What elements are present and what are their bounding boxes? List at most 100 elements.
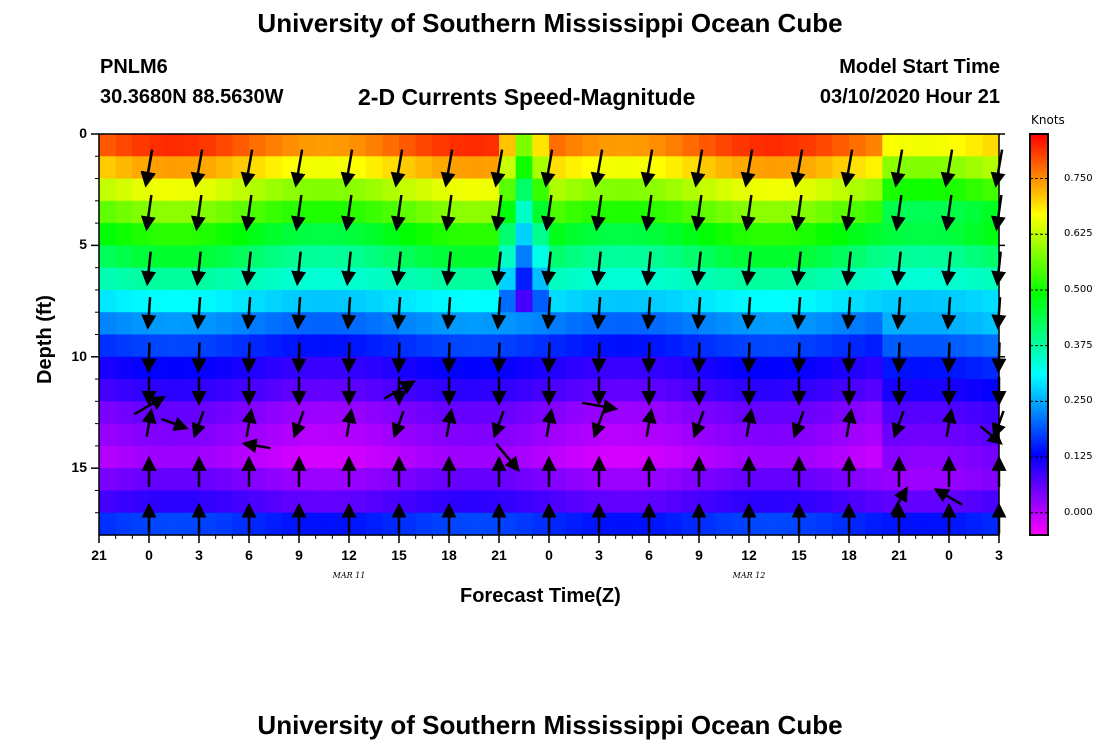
heatmap-cell bbox=[315, 178, 333, 202]
heatmap-cell bbox=[599, 512, 617, 536]
current-vector bbox=[841, 251, 857, 287]
heatmap-cell bbox=[699, 223, 717, 246]
heatmap-cell bbox=[432, 423, 450, 447]
heatmap-cell bbox=[699, 200, 717, 224]
heatmap-cell bbox=[315, 200, 333, 224]
current-vector bbox=[390, 194, 406, 232]
heatmap-cell bbox=[349, 267, 367, 291]
y-tick-label: 15 bbox=[71, 459, 87, 476]
heatmap-cell bbox=[799, 245, 817, 269]
heatmap-cell bbox=[632, 423, 650, 447]
heatmap-cell bbox=[265, 401, 283, 425]
heatmap-cell bbox=[215, 223, 233, 246]
heatmap-cell bbox=[799, 289, 817, 313]
heatmap-cell bbox=[115, 223, 133, 246]
heatmap-cell bbox=[765, 512, 783, 536]
heatmap-cell bbox=[615, 379, 633, 402]
current-vectors bbox=[133, 149, 1007, 534]
heatmap-cell bbox=[99, 156, 117, 180]
heatmap-cell bbox=[165, 156, 183, 180]
heatmap-cell bbox=[615, 200, 633, 224]
current-vector bbox=[691, 251, 707, 287]
current-vector bbox=[391, 251, 407, 287]
heatmap-cell bbox=[182, 445, 200, 469]
heatmap-cell bbox=[515, 178, 533, 202]
current-vector bbox=[490, 149, 506, 188]
heatmap-cell bbox=[799, 401, 817, 425]
current-vector bbox=[740, 194, 756, 232]
heatmap-cell bbox=[99, 401, 117, 425]
heatmap-cell bbox=[815, 490, 833, 514]
heatmap-cell bbox=[215, 178, 233, 202]
heatmap-cell bbox=[899, 134, 917, 157]
heatmap-cell bbox=[949, 512, 967, 536]
heatmap-cell bbox=[949, 356, 967, 380]
heatmap-cell bbox=[132, 245, 150, 269]
heatmap-cell bbox=[549, 134, 567, 157]
heatmap-cell bbox=[849, 200, 867, 224]
heatmap-cell bbox=[265, 223, 283, 246]
footer-title: University of Southern Mississippi Ocean… bbox=[257, 710, 843, 740]
heatmap-cell bbox=[965, 200, 983, 224]
heatmap-cell bbox=[715, 245, 733, 269]
current-vector bbox=[690, 149, 706, 188]
heatmap-cell bbox=[965, 379, 983, 402]
heatmap-cell bbox=[299, 379, 317, 402]
heatmap-cell bbox=[832, 445, 850, 469]
heatmap-cell bbox=[465, 356, 483, 380]
current-vector bbox=[740, 149, 756, 188]
heatmap-cell bbox=[265, 468, 283, 492]
heatmap-cell bbox=[765, 401, 783, 425]
heatmap-cell bbox=[449, 512, 467, 536]
heatmap-cell bbox=[715, 356, 733, 380]
heatmap-cell bbox=[732, 245, 750, 269]
heatmap-cell bbox=[182, 289, 200, 313]
heatmap-cell bbox=[249, 134, 267, 157]
heatmap-cell bbox=[132, 379, 150, 402]
heatmap-cell bbox=[532, 423, 550, 447]
current-vector bbox=[391, 342, 407, 374]
heatmap-cell bbox=[532, 512, 550, 536]
heatmap-cell bbox=[915, 512, 933, 536]
heatmap-cell bbox=[465, 379, 483, 402]
heatmap-cell bbox=[882, 490, 900, 514]
heatmap-cell bbox=[915, 401, 933, 425]
current-vector bbox=[641, 251, 657, 287]
heatmap-cell bbox=[949, 134, 967, 157]
heatmap-cell bbox=[565, 134, 583, 157]
heatmap-cells bbox=[99, 134, 1000, 536]
heatmap-cell bbox=[665, 223, 683, 246]
heatmap-cell bbox=[249, 490, 267, 514]
heatmap-cell bbox=[165, 178, 183, 202]
heatmap-cell bbox=[915, 334, 933, 358]
heatmap-cell bbox=[232, 379, 250, 402]
x-tick-label: 0 bbox=[145, 547, 153, 563]
heatmap-cell bbox=[849, 468, 867, 492]
colorbar-units: Knots bbox=[1031, 113, 1065, 127]
heatmap-cell bbox=[532, 356, 550, 380]
heatmap-cell bbox=[649, 267, 667, 291]
current-vector bbox=[791, 342, 807, 374]
heatmap-cell bbox=[765, 468, 783, 492]
heatmap-cell bbox=[415, 178, 433, 202]
heatmap-cell bbox=[349, 423, 367, 447]
current-vector-highlight bbox=[495, 443, 520, 473]
heatmap-cell bbox=[532, 468, 550, 492]
heatmap-cell bbox=[382, 401, 400, 425]
heatmap-cell bbox=[965, 178, 983, 202]
heatmap-cell bbox=[915, 312, 933, 336]
heatmap-cell bbox=[232, 490, 250, 514]
heatmap-cell bbox=[482, 134, 500, 157]
heatmap-cell bbox=[682, 445, 700, 469]
heatmap-cell bbox=[465, 200, 483, 224]
y-tick-label: 10 bbox=[71, 347, 87, 364]
heatmap-cell bbox=[865, 289, 883, 313]
heatmap-cell bbox=[415, 468, 433, 492]
heatmap-cell bbox=[749, 223, 767, 246]
heatmap-cell bbox=[632, 289, 650, 313]
colorbar bbox=[1029, 133, 1049, 536]
heatmap-cell bbox=[565, 223, 583, 246]
heatmap-cell bbox=[665, 289, 683, 313]
heatmap-cell bbox=[649, 223, 667, 246]
heatmap-cell bbox=[415, 289, 433, 313]
